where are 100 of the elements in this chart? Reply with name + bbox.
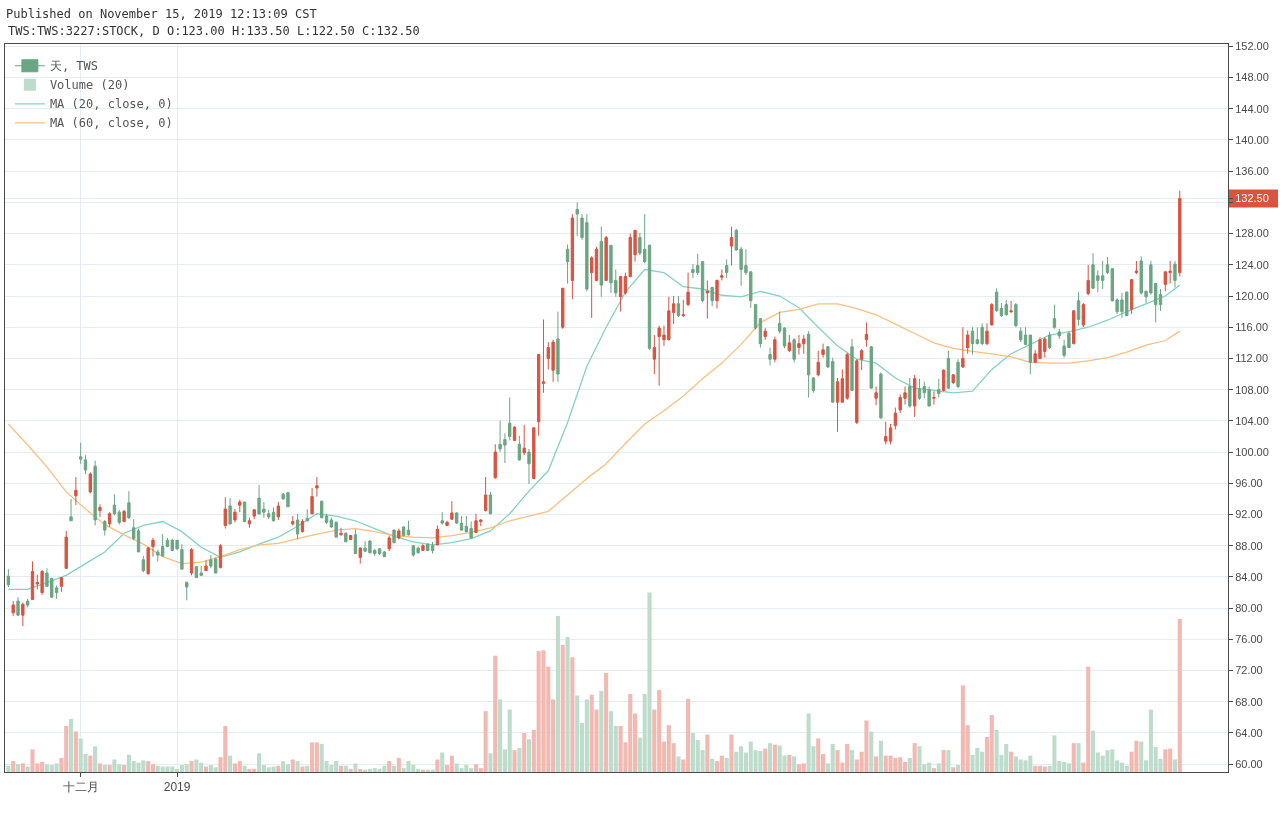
candlestick (223, 496, 227, 530)
legend-label: MA (60, close, 0) (49, 116, 173, 131)
legend-label: MA (20, close, 0) (49, 97, 173, 112)
candlestick (720, 269, 724, 281)
candlestick (450, 500, 454, 521)
candlestick (768, 347, 772, 366)
candlestick (753, 303, 758, 331)
y-tick-label: 84.00 (1235, 570, 1263, 583)
candlestick (146, 546, 150, 576)
candlestick (238, 499, 242, 513)
candlestick (445, 520, 449, 526)
candlestick (397, 528, 401, 540)
y-tick-label: 132.50 (1235, 192, 1269, 205)
legend-label: 天, TWS (49, 59, 99, 74)
y-tick-label: 92.00 (1235, 508, 1263, 521)
candlestick (821, 343, 825, 359)
candlestick (1076, 291, 1081, 327)
candlestick (218, 543, 223, 569)
candlestick (1052, 304, 1057, 330)
candlestick (527, 448, 531, 485)
candlestick (344, 531, 348, 543)
candlestick (999, 302, 1004, 318)
candlestick (536, 354, 541, 437)
candlestick (242, 501, 247, 523)
candlestick (1081, 302, 1086, 328)
candlestick (291, 515, 295, 526)
candlestick (382, 550, 387, 558)
candlestick (908, 377, 912, 409)
candlestick (893, 407, 898, 430)
candlestick (440, 511, 444, 526)
candlestick (729, 226, 734, 267)
candlestick (874, 386, 878, 406)
line-series (7, 268, 1181, 591)
candlestick (724, 258, 729, 279)
candlestick (565, 244, 570, 285)
candlestick (835, 377, 840, 433)
candlestick (180, 543, 184, 570)
candlestick (869, 345, 873, 390)
candlestick (185, 581, 189, 601)
y-tick-label: 128.00 (1235, 227, 1269, 240)
candlestick (1134, 260, 1139, 275)
candlestick (512, 425, 517, 442)
candlestick (339, 527, 343, 537)
y-tick-label: 108.00 (1235, 383, 1269, 396)
candlestick (189, 547, 194, 576)
y-tick-label: 60.00 (1235, 758, 1263, 771)
candlestick (59, 576, 64, 593)
candlestick (276, 501, 281, 521)
candlestick (773, 336, 777, 363)
candlestick (127, 490, 131, 520)
candlestick (932, 390, 936, 405)
candlestick (228, 497, 232, 526)
candlestick (859, 348, 864, 371)
candlestick (1009, 300, 1013, 314)
candlestick (295, 513, 300, 540)
candlestick (705, 279, 710, 320)
candlestick (74, 476, 78, 506)
candlestick (970, 326, 975, 356)
legend-label: Volume (20) (49, 78, 130, 93)
candlestick (1173, 260, 1177, 288)
candlestick (1047, 331, 1052, 350)
candlestick (16, 596, 20, 617)
candlestick (493, 443, 497, 480)
candlestick (151, 537, 155, 558)
line-series (7, 303, 1181, 565)
candlestick (1057, 328, 1061, 340)
candlestick (961, 326, 965, 369)
candlestick (1129, 278, 1134, 315)
candlestick (806, 330, 811, 398)
candlestick (69, 498, 73, 522)
y-tick-label: 80.00 (1235, 601, 1263, 614)
candlestick (787, 334, 791, 353)
y-tick-label: 136.00 (1235, 165, 1269, 178)
candlestick (98, 503, 102, 518)
y-tick-label: 148.00 (1235, 71, 1269, 84)
candlestick (864, 322, 869, 348)
candlestick (811, 376, 816, 394)
candlestick (88, 471, 93, 494)
candlestick (912, 374, 917, 418)
candlestick (334, 521, 338, 538)
candlestick (6, 568, 11, 588)
candlestick (103, 519, 107, 537)
candlestick (532, 426, 536, 480)
candlestick (353, 528, 358, 555)
candlestick (990, 302, 994, 327)
candlestick (406, 520, 411, 537)
candlestick (392, 528, 396, 544)
candlestick (483, 476, 488, 512)
candlestick (160, 533, 165, 558)
y-tick-label: 76.00 (1235, 633, 1263, 646)
candlestick (315, 476, 319, 498)
y-tick-label: 100.00 (1235, 445, 1269, 458)
candlestick (561, 287, 565, 330)
candlestick (401, 525, 406, 537)
candlestick (199, 565, 203, 577)
candlestick (64, 530, 68, 569)
candlestick (508, 396, 512, 441)
candlestick (517, 435, 522, 462)
y-tick-label: 96.00 (1235, 477, 1263, 490)
candlestick (430, 541, 435, 555)
